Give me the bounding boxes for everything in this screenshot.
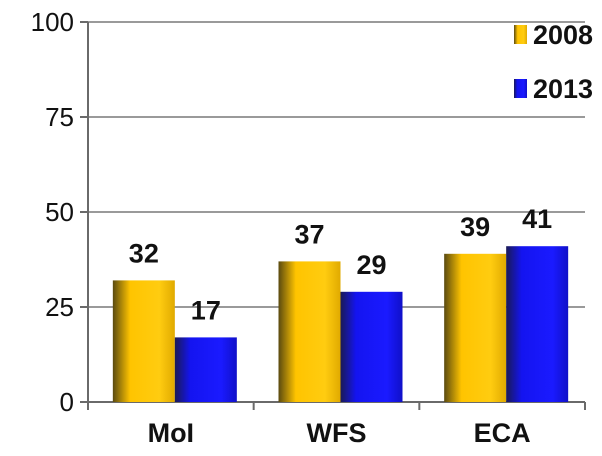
bar-2013-moi xyxy=(174,337,237,402)
bars xyxy=(112,246,569,402)
y-tick-label: 0 xyxy=(60,387,74,417)
x-category-label: ECA xyxy=(474,418,531,448)
legend-swatch-2013 xyxy=(514,79,527,98)
data-label-2008-moi: 32 xyxy=(129,238,159,268)
bar-2008-wfs xyxy=(278,261,341,402)
legend-label-2008: 2008 xyxy=(533,20,593,50)
legend-label-2013: 2013 xyxy=(533,74,593,104)
data-label-2013-wfs: 29 xyxy=(356,250,386,280)
bar-2008-eca xyxy=(444,253,507,402)
y-tick-label: 75 xyxy=(45,102,74,132)
y-tick-label: 25 xyxy=(45,292,74,322)
bar-2008-moi xyxy=(112,280,175,402)
legend-swatch-2008 xyxy=(514,25,527,44)
data-label-2013-moi: 17 xyxy=(191,295,221,325)
x-category-label: MoI xyxy=(148,418,195,448)
y-tick-label: 50 xyxy=(45,197,74,227)
data-label-2008-wfs: 37 xyxy=(294,219,324,249)
bar-2013-wfs xyxy=(340,291,403,402)
x-category-label: WFS xyxy=(307,418,367,448)
data-label-2013-eca: 41 xyxy=(522,204,552,234)
y-tick-label: 100 xyxy=(31,7,74,37)
data-labels: 32 17 37 29 39 41 xyxy=(129,204,552,325)
bar-2013-eca xyxy=(506,246,569,402)
legend: 2008 2013 xyxy=(514,20,593,104)
data-label-2008-eca: 39 xyxy=(460,212,490,242)
